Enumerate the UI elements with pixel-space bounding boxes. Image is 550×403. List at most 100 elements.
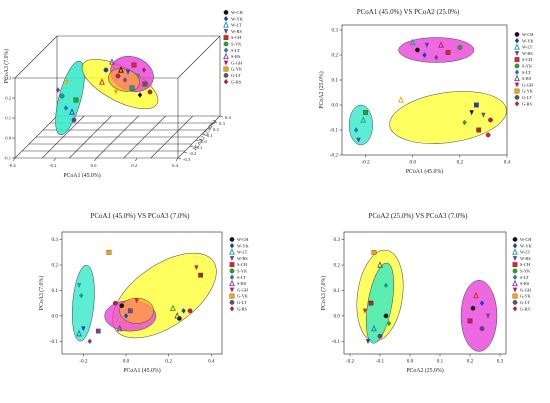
- data-point: [514, 57, 520, 62]
- x-tick-label: 0.0: [91, 163, 97, 168]
- panel-pcoa1-vs-pcoa3: PCoA1 (45.0%) VS PCoA3 (7.0%) -0.2 0.0 0.2…: [38, 212, 250, 374]
- data-point: [223, 79, 229, 85]
- data-point: [514, 74, 520, 82]
- data-point: [69, 108, 75, 115]
- data-point: [409, 38, 416, 46]
- legend-label: W-CH: [231, 10, 243, 15]
- data-point: [229, 306, 235, 312]
- y-axis-label: PCoA2 (25.0%): [192, 118, 218, 152]
- y-tick: [195, 139, 200, 142]
- data-point: [99, 78, 105, 85]
- data-point: [512, 262, 518, 267]
- y-tick-label: 0.1: [334, 288, 341, 294]
- legend-label: W-YK: [522, 38, 535, 43]
- data-point: [371, 324, 377, 332]
- data-point: [514, 82, 520, 88]
- data-point: [512, 268, 518, 274]
- legend-label: W-CH: [237, 237, 249, 242]
- data-point: [106, 249, 112, 255]
- data-point: [147, 89, 153, 95]
- x-tick: [53, 157, 56, 162]
- legend-label: S-CH: [522, 57, 533, 62]
- y-axis-label: PCoA2 (25.0%): [318, 71, 325, 108]
- confidence-ellipse: [348, 104, 373, 146]
- legend-label: S-YK: [520, 269, 531, 274]
- confidence-ellipse: [119, 297, 154, 324]
- data-point: [512, 306, 518, 312]
- y-tick-label: -0.1: [50, 339, 59, 345]
- y-tick-label: 0.1: [207, 133, 213, 138]
- data-point: [229, 287, 235, 293]
- y-tick-label: -0.1: [330, 128, 339, 134]
- z-tick-label: 0.1: [5, 116, 11, 121]
- panel-pcoa2-vs-pcoa3: PCoA2 (25.0%) VS PCoA3 (7.0%) -0.2 -0.1 0.…: [320, 212, 533, 374]
- x-tick-label: 0.4: [172, 163, 178, 168]
- data-point: [470, 305, 476, 311]
- data-point: [109, 58, 115, 65]
- data-point: [194, 265, 199, 271]
- y-tick-label: 0.2: [332, 53, 339, 59]
- y-tick: [177, 157, 182, 160]
- y-tick-label: -0.1: [332, 339, 341, 345]
- data-point: [424, 42, 430, 48]
- x-tick-label: 0.2: [165, 359, 172, 365]
- y-tick-label: 0.2: [334, 263, 341, 269]
- x-tick-label: 0.2: [467, 359, 474, 365]
- data-point: [365, 339, 371, 344]
- data-point: [223, 41, 229, 47]
- data-point: [438, 41, 444, 48]
- x-tick-label: 0.4: [208, 359, 215, 365]
- data-point: [353, 127, 359, 133]
- y-tick-label: -0.2: [330, 153, 339, 159]
- data-point: [512, 243, 518, 249]
- legend: W-CHW-YK W-LTW-RSS-CH S-YKS-LTS-RSG-GH G-YK…: [512, 237, 533, 312]
- data-point: [514, 32, 520, 37]
- data-point: [512, 293, 518, 299]
- x-tick-label: 0.1: [437, 359, 444, 365]
- data-point: [415, 47, 420, 53]
- data-point: [383, 313, 389, 319]
- data-point: [76, 329, 82, 337]
- data-point: [79, 292, 84, 299]
- x-tick-label: 0.0: [123, 359, 130, 365]
- legend-label: S-LT: [231, 48, 240, 53]
- legend-label: W-LT: [231, 23, 242, 28]
- y-tick: [189, 145, 194, 148]
- x-tick-label: 0.4: [504, 160, 511, 166]
- legend-label: S-CH: [237, 262, 248, 267]
- confidence-ellipse: [398, 37, 475, 63]
- data-point: [469, 110, 474, 116]
- data-point: [63, 105, 69, 111]
- y-tick-label: 0.2: [52, 263, 59, 269]
- data-point: [142, 81, 148, 87]
- legend-label: W-RS: [522, 51, 533, 56]
- box-edge: [177, 35, 221, 79]
- data-point: [223, 60, 229, 66]
- data-point: [479, 300, 485, 306]
- data-point: [137, 92, 143, 98]
- data-point: [95, 328, 101, 334]
- data-point: [479, 326, 485, 331]
- data-point: [485, 132, 491, 138]
- legend-label: G-LT: [520, 300, 530, 305]
- data-point: [229, 300, 235, 305]
- box-edge: [177, 115, 221, 159]
- legend-label: S-RS: [237, 281, 247, 286]
- data-point: [457, 45, 463, 50]
- data-point: [122, 77, 128, 83]
- data-point: [127, 308, 133, 314]
- data-point: [356, 137, 361, 143]
- x-tick-label: -0.2: [49, 163, 57, 168]
- data-point: [112, 300, 118, 306]
- data-point: [181, 308, 186, 314]
- x-tick-label: -0.1: [376, 359, 385, 365]
- legend-label: S-YK: [237, 269, 248, 274]
- legend-label: G-LT: [237, 300, 247, 305]
- legend-label: W-CH: [520, 237, 532, 242]
- legend-label: G-LT: [522, 95, 532, 100]
- data-point: [476, 127, 482, 133]
- legend: W-CHW-YK W-LTW-RSS-CH S-YKS-LTS-RSG-GH G-YK…: [223, 10, 244, 85]
- chart-title: PCoA1 (45.0%) VS PCoA2 (25.0%): [357, 8, 460, 16]
- x-tick: [12, 157, 16, 162]
- x-tick-label: -0.2: [346, 359, 355, 365]
